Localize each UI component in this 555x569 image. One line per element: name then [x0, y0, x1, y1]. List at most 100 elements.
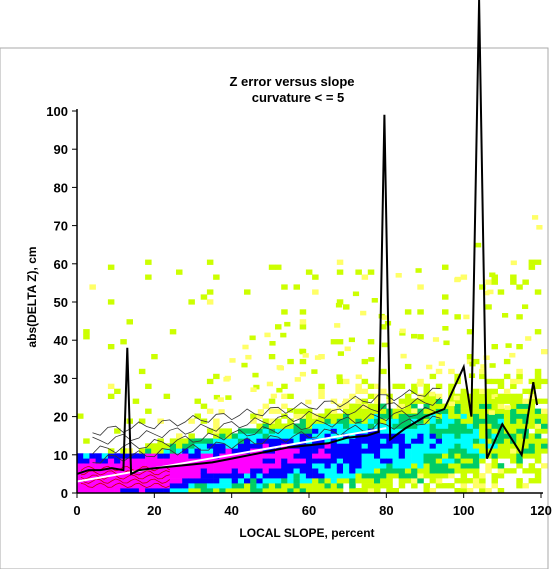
- density-cell: [472, 403, 480, 409]
- y-axis-title: abs(DELTA Z), cm: [25, 246, 39, 347]
- density-cell: [262, 433, 270, 439]
- density-cell: [188, 443, 195, 449]
- density-cell: [83, 488, 90, 494]
- density-cell: [516, 393, 523, 399]
- density-cell: [435, 448, 443, 454]
- density-cell: [355, 453, 362, 459]
- density-cell: [336, 468, 344, 474]
- density-cell: [176, 443, 183, 449]
- density-cell: [256, 458, 263, 464]
- density-cell: [491, 483, 498, 489]
- density-cell: [163, 478, 171, 484]
- density-cell: [262, 473, 270, 479]
- density-cell: [324, 433, 331, 439]
- density-cell: [244, 458, 251, 464]
- density-cell: [374, 398, 381, 404]
- density-cell: [194, 473, 201, 479]
- density-cell: [256, 423, 263, 429]
- density-cell: [534, 423, 542, 429]
- density-cell: [225, 473, 232, 479]
- density-cell: [200, 448, 208, 454]
- density-cell: [83, 438, 90, 444]
- density-cell: [287, 453, 294, 459]
- density-cell: [404, 309, 412, 315]
- density-cell: [176, 483, 183, 489]
- density-cell: [516, 373, 523, 380]
- density-cell: [448, 423, 455, 429]
- density-cell: [206, 438, 214, 444]
- density-cell: [287, 438, 294, 444]
- density-cell: [244, 463, 251, 469]
- density-cell: [330, 428, 338, 434]
- density-cell: [367, 433, 375, 439]
- density-cell: [330, 468, 338, 474]
- density-cell: [491, 458, 498, 464]
- density-cell: [485, 304, 492, 310]
- density-cell: [176, 433, 183, 439]
- density-cell: [343, 408, 350, 414]
- density-cell: [429, 428, 437, 434]
- density-cell: [213, 448, 220, 454]
- density-cell: [330, 413, 338, 419]
- density-cell: [423, 398, 430, 404]
- y-tick-label: 80: [54, 180, 68, 195]
- density-cell: [324, 408, 331, 414]
- outlier-cell: [483, 290, 490, 296]
- density-cell: [318, 413, 325, 419]
- density-cell: [423, 453, 430, 459]
- density-cell: [380, 403, 387, 409]
- density-cell: [157, 463, 164, 469]
- density-cell: [299, 324, 307, 330]
- density-cell: [429, 488, 437, 494]
- density-cell: [244, 428, 251, 434]
- density-cell: [460, 468, 468, 474]
- density-cell: [423, 443, 430, 449]
- density-cell: [534, 458, 542, 464]
- density-cell: [318, 438, 325, 444]
- density-cell: [281, 309, 288, 315]
- x-tick-label: 0: [73, 503, 80, 518]
- density-cell: [479, 423, 486, 429]
- density-cell: [491, 448, 498, 454]
- density-cell: [349, 438, 356, 444]
- y-tick-label: 20: [54, 410, 68, 425]
- density-cell: [312, 443, 319, 449]
- density-cell: [355, 398, 362, 404]
- density-cell: [244, 289, 251, 295]
- density-cell: [510, 453, 517, 459]
- density-cell: [355, 388, 362, 394]
- density-cell: [262, 428, 270, 434]
- density-cell: [268, 468, 276, 474]
- density-cell: [361, 378, 369, 385]
- outlier-cell: [355, 374, 362, 380]
- density-cell: [231, 448, 239, 454]
- density-cell: [324, 423, 331, 429]
- density-cell: [287, 478, 294, 484]
- density-cell: [460, 428, 468, 434]
- density-cell: [305, 413, 313, 419]
- density-cell: [299, 448, 307, 454]
- density-cell: [145, 488, 152, 494]
- outlier-cell: [411, 333, 418, 339]
- density-cell: [491, 274, 498, 280]
- density-cell: [491, 433, 498, 439]
- density-cell: [367, 483, 375, 489]
- density-cell: [503, 453, 511, 459]
- density-cell: [429, 398, 437, 404]
- density-cell: [541, 423, 548, 429]
- y-tick-label: 50: [54, 295, 68, 310]
- density-cell: [225, 448, 232, 454]
- density-cell: [169, 473, 177, 479]
- density-cell: [89, 458, 96, 464]
- density-cell: [386, 473, 393, 479]
- density-cell: [510, 279, 517, 285]
- density-cell: [386, 458, 393, 464]
- density-cell: [522, 388, 529, 394]
- density-cell: [157, 488, 164, 494]
- density-cell: [392, 468, 399, 474]
- density-cell: [188, 433, 195, 439]
- density-cell: [541, 443, 548, 449]
- density-cell: [225, 438, 232, 444]
- density-cell: [324, 453, 331, 459]
- density-cell: [330, 443, 338, 449]
